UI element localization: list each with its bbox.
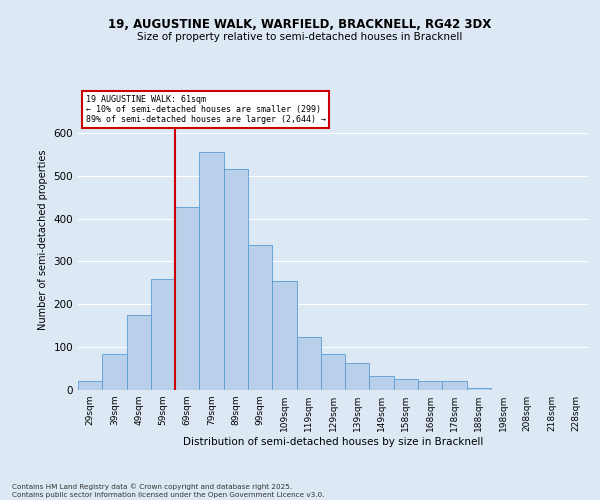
Bar [199, 152, 224, 390]
Bar [321, 354, 345, 390]
Bar [418, 380, 442, 390]
Bar [467, 388, 491, 390]
Text: Size of property relative to semi-detached houses in Bracknell: Size of property relative to semi-detach… [137, 32, 463, 42]
Bar [394, 380, 418, 390]
Bar [272, 280, 296, 390]
Bar [102, 354, 127, 390]
Text: 19 AUGUSTINE WALK: 61sqm
← 10% of semi-detached houses are smaller (299)
89% of : 19 AUGUSTINE WALK: 61sqm ← 10% of semi-d… [86, 94, 326, 124]
Bar [345, 364, 370, 390]
Text: Contains HM Land Registry data © Crown copyright and database right 2025.
Contai: Contains HM Land Registry data © Crown c… [12, 484, 325, 498]
Text: 19, AUGUSTINE WALK, WARFIELD, BRACKNELL, RG42 3DX: 19, AUGUSTINE WALK, WARFIELD, BRACKNELL,… [109, 18, 491, 30]
Bar [175, 206, 199, 390]
Bar [248, 245, 272, 390]
X-axis label: Distribution of semi-detached houses by size in Bracknell: Distribution of semi-detached houses by … [183, 437, 483, 447]
Bar [224, 169, 248, 390]
Y-axis label: Number of semi-detached properties: Number of semi-detached properties [38, 150, 48, 330]
Bar [78, 382, 102, 390]
Bar [151, 280, 175, 390]
Bar [370, 376, 394, 390]
Bar [442, 382, 467, 390]
Bar [127, 314, 151, 390]
Bar [296, 337, 321, 390]
